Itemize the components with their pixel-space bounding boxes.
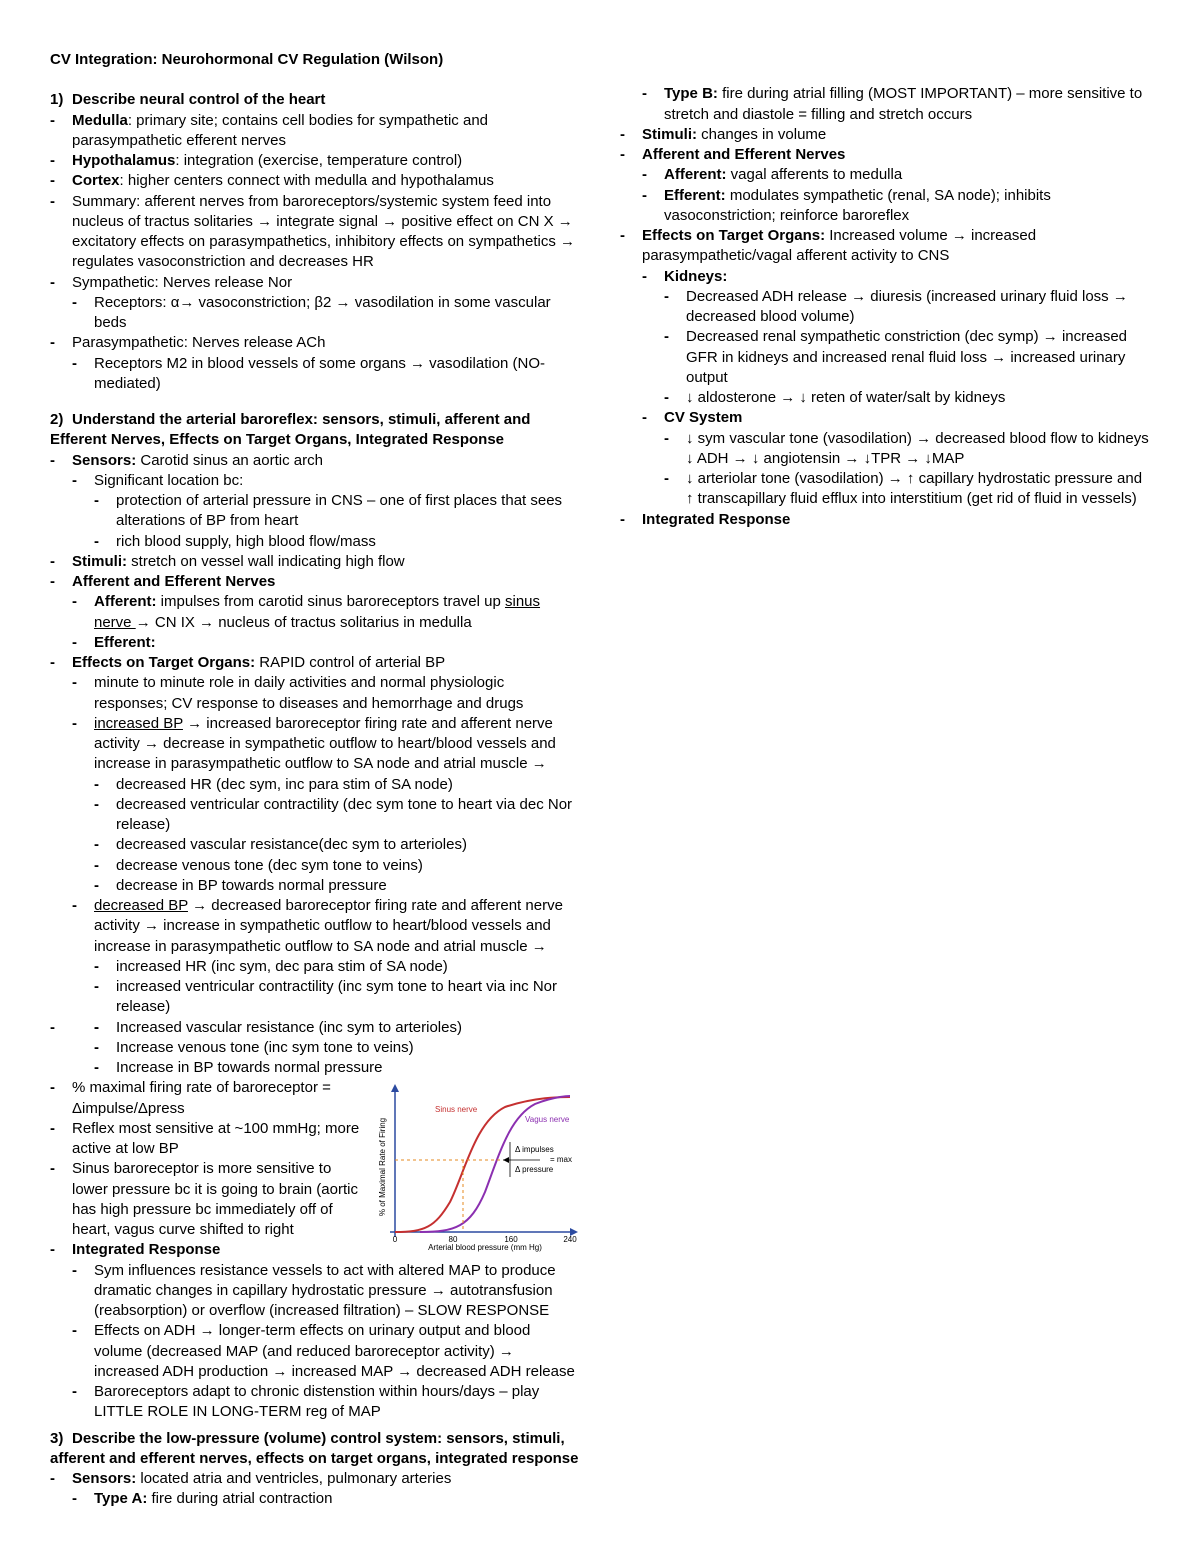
bullet: Reflex most sensitive at ~100 mmHg; more…: [50, 1119, 580, 1160]
sub-sub-bullet: ↓ arteriolar tone (vasodilation) → ↑ cap…: [664, 469, 1150, 510]
sub-bullet: Efferent: modulates sympathetic (renal, …: [642, 186, 1150, 227]
sub-bullet: Receptors: α→ vasoconstriction; β2 → vas…: [72, 293, 580, 334]
bullet: Sensors: Carotid sinus an aortic arch Si…: [50, 451, 580, 552]
sub-sub-bullet: decreased vascular resistance(dec sym to…: [94, 835, 580, 855]
sub-bullet: Type B: fire during atrial filling (MOST…: [642, 84, 1150, 125]
bullet: Stimuli: changes in volume: [620, 125, 1150, 145]
bullet: Effects on Target Organs: RAPID control …: [50, 653, 580, 1018]
sub-bullet: CV System ↓ sym vascular tone (vasodilat…: [642, 408, 1150, 509]
bullet: Integrated Response Sym influences resis…: [50, 1240, 580, 1422]
sub-sub-bullet: increased ventricular contractility (inc…: [94, 977, 580, 1018]
sub-sub-bullet: ↓ sym vascular tone (vasodilation) → dec…: [664, 429, 1150, 470]
sub-sub-bullet: increased HR (inc sym, dec para stim of …: [94, 957, 580, 977]
sub-bullet: increased BP → increased baroreceptor fi…: [72, 714, 580, 896]
sub-bullet: minute to minute role in daily activitie…: [72, 673, 580, 714]
section-3-heading: 3)Describe the low-pressure (volume) con…: [50, 1429, 580, 1470]
bullet: Cortex: higher centers connect with medu…: [50, 171, 580, 191]
bullet: Parasympathetic: Nerves release ACh Rece…: [50, 333, 580, 394]
sub-bullet: decreased BP → decreased baroreceptor fi…: [72, 896, 580, 1018]
document-title: CV Integration: Neurohormonal CV Regulat…: [50, 50, 1150, 70]
bullet: Afferent and Efferent Nerves Afferent: i…: [50, 572, 580, 653]
sub-sub-bullet: Decreased ADH release → diuresis (increa…: [664, 287, 1150, 328]
sub-bullet: Significant location bc: protection of a…: [72, 471, 580, 552]
bullet: Stimuli: stretch on vessel wall indicati…: [50, 552, 580, 572]
bullet: Sinus baroreceptor is more sensitive to …: [50, 1159, 580, 1240]
sub-bullet: Type A: fire during atrial contraction: [72, 1489, 580, 1509]
sub-bullet: Afferent: impulses from carotid sinus ba…: [72, 592, 580, 633]
section-2-heading: 2)Understand the arterial baroreflex: se…: [50, 410, 580, 451]
sub-bullet: Effects on ADH → longer-term effects on …: [72, 1321, 580, 1382]
bullet: Medulla: primary site; contains cell bod…: [50, 111, 580, 152]
sub-sub-bullet: rich blood supply, high blood flow/mass: [94, 532, 580, 552]
bullet: Effects on Target Organs: Increased volu…: [620, 226, 1150, 510]
sub-sub-bullet: protection of arterial pressure in CNS –…: [94, 491, 580, 532]
sub-sub-bullet: Increase venous tone (inc sym tone to ve…: [94, 1038, 580, 1058]
bullet: Integrated Response: [620, 510, 1150, 530]
sub-sub-bullet: Increased vascular resistance (inc sym t…: [94, 1018, 580, 1038]
sub-bullet: Receptors M2 in blood vessels of some or…: [72, 354, 580, 395]
sub-sub-bullet: Increase in BP towards normal pressure: [94, 1058, 580, 1078]
sub-bullet: Sym influences resistance vessels to act…: [72, 1261, 580, 1322]
sub-bullet: Efferent:: [72, 633, 580, 653]
sub-sub-bullet: ↓ aldosterone → ↓ reten of water/salt by…: [664, 388, 1150, 408]
sub-sub-bullet: decrease in BP towards normal pressure: [94, 876, 580, 896]
sub-sub-bullet: Decreased renal sympathetic constriction…: [664, 327, 1150, 388]
sub-sub-bullet: decrease venous tone (dec sym tone to ve…: [94, 856, 580, 876]
two-column-body: 1)Describe neural control of the heart M…: [50, 84, 1150, 1514]
bullet: % maximal firing rate of baroreceptor = …: [50, 1078, 580, 1119]
sub-bullet: Baroreceptors adapt to chronic distensti…: [72, 1382, 580, 1423]
sub-sub-bullet: decreased HR (dec sym, inc para stim of …: [94, 775, 580, 795]
section-1-heading: 1)Describe neural control of the heart: [50, 90, 580, 110]
sub-bullet: Afferent: vagal afferents to medulla: [642, 165, 1150, 185]
bullet: Afferent and Efferent Nerves Afferent: v…: [620, 145, 1150, 226]
sub-sub-bullet: decreased ventricular contractility (dec…: [94, 795, 580, 836]
bullet: Hypothalamus: integration (exercise, tem…: [50, 151, 580, 171]
sub-bullet: Kidneys: Decreased ADH release → diuresi…: [642, 267, 1150, 409]
bullet: Summary: afferent nerves from barorecept…: [50, 192, 580, 273]
bullet: Sympathetic: Nerves release Nor Receptor…: [50, 273, 580, 334]
continuation: Increased vascular resistance (inc sym t…: [50, 1018, 580, 1079]
